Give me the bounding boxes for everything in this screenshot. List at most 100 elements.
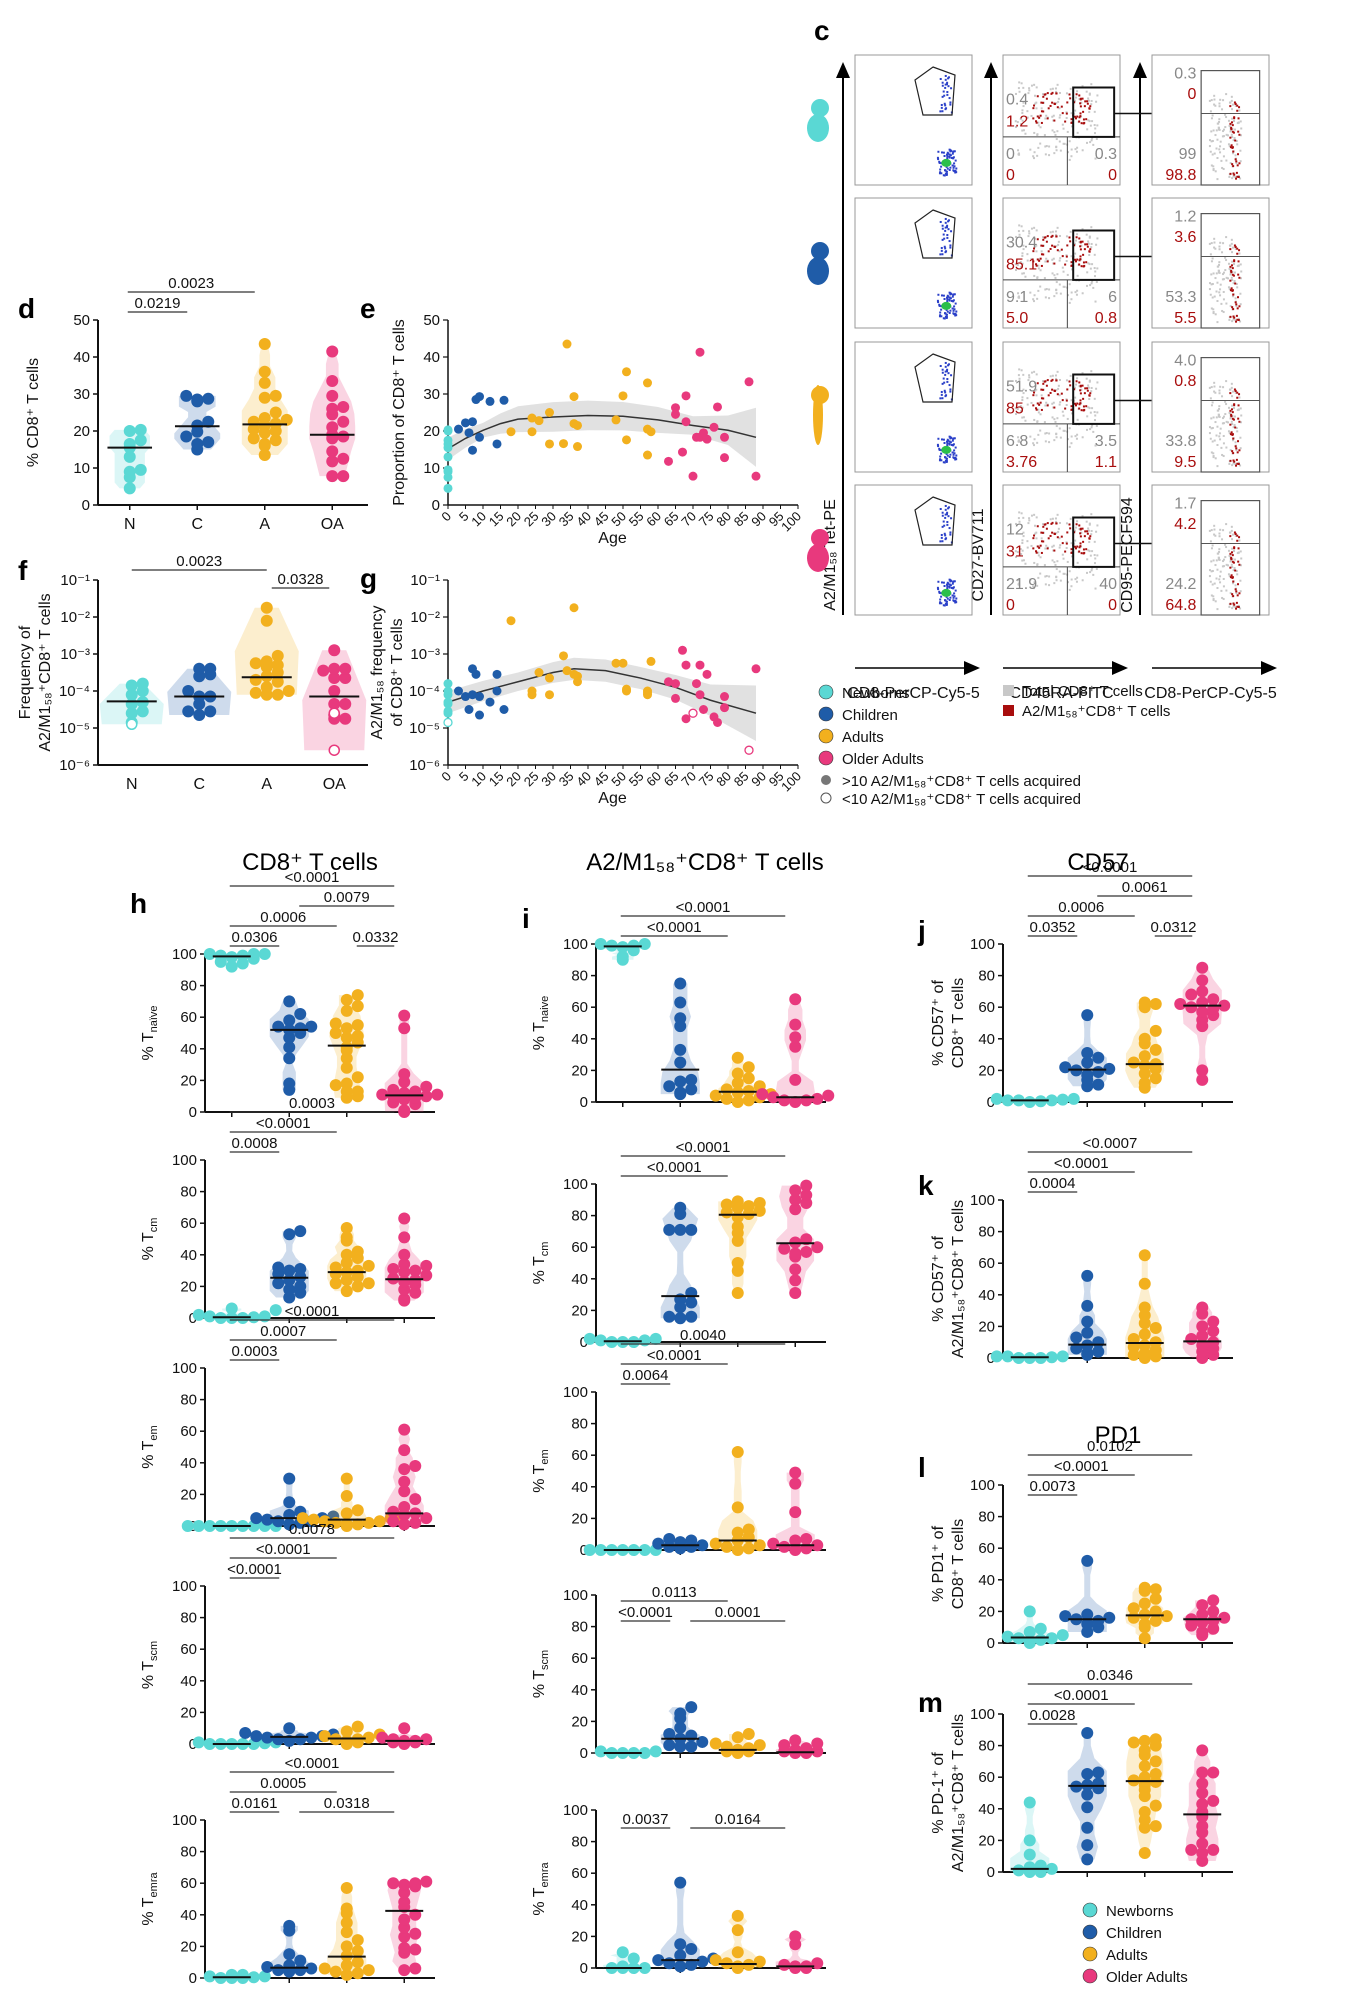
event-dot	[1231, 260, 1234, 263]
event-dot	[1053, 561, 1056, 564]
event-dot	[1033, 581, 1036, 584]
data-point	[573, 420, 582, 430]
event-dot	[1210, 560, 1213, 563]
data-point	[398, 1913, 411, 1926]
y-tick-label: 40	[571, 1682, 588, 1699]
event-dot	[1021, 549, 1024, 552]
event-dot	[950, 230, 953, 233]
data-point	[1056, 1629, 1069, 1642]
data-point	[534, 416, 544, 426]
data-point	[688, 471, 698, 481]
event-dot	[1064, 120, 1067, 123]
event-dot	[1035, 121, 1038, 124]
data-point	[398, 1293, 411, 1306]
data-point	[236, 1968, 249, 1981]
event-dot	[1232, 165, 1235, 168]
data-point	[643, 450, 652, 460]
event-dot	[1231, 411, 1234, 414]
event-dot	[1082, 540, 1085, 543]
event-dot	[1218, 120, 1221, 123]
data-point	[362, 1516, 375, 1529]
event-dot	[1038, 402, 1041, 405]
event-dot	[1074, 396, 1077, 399]
y-tick-label: 60	[180, 1009, 197, 1026]
y-tick-label: 20	[180, 1072, 197, 1089]
event-dot	[1229, 535, 1232, 538]
data-point	[674, 1012, 687, 1025]
event-dot	[939, 507, 942, 510]
data-point	[468, 445, 477, 455]
event-dot	[1093, 110, 1096, 113]
event-dot	[1069, 374, 1072, 377]
event-dot	[1035, 407, 1038, 410]
event-dot	[1209, 540, 1212, 543]
event-dot	[1208, 145, 1211, 148]
event-dot	[1211, 401, 1214, 404]
data-point	[203, 948, 216, 960]
event-dot	[949, 596, 952, 599]
data-point	[337, 470, 350, 483]
data-point	[1196, 1329, 1209, 1342]
event-dot	[944, 226, 947, 229]
data-point	[1149, 1820, 1162, 1833]
event-dot	[1231, 422, 1234, 425]
data-point	[652, 1954, 665, 1967]
event-dot	[1061, 112, 1064, 115]
event-dot	[1209, 397, 1212, 400]
data-point	[351, 1945, 364, 1958]
y-axis-label: A2/M1₅₈ frequency	[369, 605, 386, 739]
event-dot	[1037, 411, 1040, 414]
event-dot	[1024, 275, 1027, 278]
data-point	[731, 1909, 744, 1922]
event-dot	[1052, 257, 1055, 260]
event-dot	[1219, 288, 1222, 291]
event-dot	[1080, 388, 1083, 391]
data-point	[387, 1083, 400, 1096]
event-dot	[1236, 391, 1239, 394]
y-axis-label-subscript: cm	[148, 1218, 160, 1233]
event-dot	[946, 224, 949, 227]
event-dot	[1039, 114, 1042, 117]
event-dot	[950, 292, 953, 295]
data-point	[475, 432, 484, 442]
data-point	[181, 1520, 194, 1532]
p-value: <0.0001	[676, 1139, 731, 1156]
arrow-right-icon	[1261, 661, 1277, 675]
p-value: 0.0003	[232, 1343, 278, 1360]
event-dot	[1238, 106, 1241, 109]
temra-gate	[1072, 516, 1116, 568]
event-dot	[1219, 140, 1222, 143]
data-point	[1081, 1299, 1094, 1312]
event-dot	[1041, 244, 1044, 247]
event-dot	[1035, 394, 1038, 397]
event-dot	[1039, 413, 1042, 416]
event-dot	[1217, 128, 1220, 131]
data-point	[305, 1020, 318, 1033]
data-point	[398, 1022, 411, 1035]
event-dot	[945, 394, 948, 397]
event-dot	[1238, 133, 1241, 136]
event-dot	[949, 103, 952, 106]
data-point	[1092, 1078, 1105, 1091]
y-tick-label: 10	[73, 460, 90, 477]
event-dot	[945, 600, 948, 603]
event-dot	[1229, 433, 1232, 436]
event-dot	[1231, 533, 1234, 536]
data-point-open	[328, 744, 340, 756]
data-point	[398, 1212, 411, 1225]
event-dot	[1074, 547, 1077, 550]
data-point	[398, 1087, 411, 1100]
legend-swatch	[818, 750, 834, 766]
event-dot	[1055, 568, 1058, 571]
event-dot	[1056, 226, 1059, 229]
data-point	[1196, 985, 1209, 998]
p-value: 0.0113	[652, 1584, 697, 1601]
event-dot	[938, 447, 941, 450]
event-dot	[1236, 143, 1239, 146]
data-point	[180, 389, 193, 402]
data-point	[1081, 1047, 1094, 1060]
event-dot	[1068, 140, 1071, 143]
event-dot	[1210, 242, 1213, 245]
data-point	[271, 649, 284, 662]
event-dot	[1233, 567, 1236, 570]
